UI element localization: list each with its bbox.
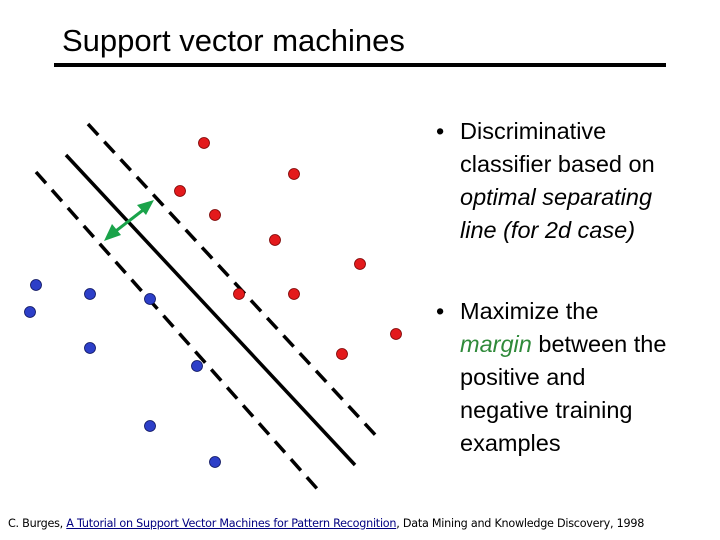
bullet-text: Maximize the margin between the positive a… — [460, 295, 666, 460]
bullet-line: line (for 2d case) — [460, 214, 655, 247]
citation: C. Burges, A Tutorial on Support Vector … — [8, 517, 644, 530]
negative-example-point — [30, 279, 42, 291]
positive-example-point — [209, 209, 221, 221]
margin-arrow-head — [104, 224, 121, 241]
bullet-marker: • — [436, 118, 445, 144]
citation-source: , Data Mining and Knowledge Discovery, 1… — [396, 517, 645, 530]
bullet-line: Maximize the — [460, 295, 666, 328]
bullet-line: margin between the — [460, 328, 666, 361]
negative-example-point — [144, 293, 156, 305]
positive-example-point — [269, 234, 281, 246]
bullet-line: Discriminative — [460, 115, 655, 148]
bullet-line: negative training — [460, 394, 666, 427]
positive-example-point — [354, 258, 366, 270]
separating-line — [64, 153, 357, 467]
bullet-text-segment: examples — [460, 430, 561, 456]
margin-arrow-head — [137, 200, 154, 215]
bullet-marker: • — [436, 298, 445, 324]
bullet-line: classifier based on — [460, 148, 655, 181]
positive-example-point — [198, 137, 210, 149]
bullet-text-segment: line (for 2d case) — [460, 217, 636, 243]
negative-example-point — [84, 342, 96, 354]
positive-example-point — [174, 185, 186, 197]
bullet-text: Discriminative classifier based on optimal… — [460, 115, 655, 247]
negative-example-point — [24, 306, 36, 318]
bullet-text-segment: classifier based on — [460, 151, 655, 177]
positive-example-point — [390, 328, 402, 340]
citation-link[interactable]: A Tutorial on Support Vector Machines fo… — [66, 517, 397, 530]
title-underline — [54, 63, 666, 67]
positive-example-point — [288, 168, 300, 180]
bullet-text-segment: Maximize the — [460, 298, 599, 324]
positive-example-point — [336, 348, 348, 360]
bullet-line: positive and — [460, 361, 666, 394]
bullet-text-segment: positive and — [460, 364, 586, 390]
negative-example-point — [209, 456, 221, 468]
bullet-text-segment: negative training — [460, 397, 633, 423]
negative-example-point — [144, 420, 156, 432]
positive-example-point — [233, 288, 245, 300]
bullet-text-segment: margin — [460, 331, 532, 357]
bullet-line: optimal separating — [460, 181, 655, 214]
bullet-text-segment: optimal separating — [460, 184, 653, 210]
bullet-text-segment: between the — [531, 331, 667, 357]
positive-example-point — [288, 288, 300, 300]
bullet-text-segment: Discriminative — [460, 118, 607, 144]
citation-author: C. Burges, — [8, 517, 67, 530]
negative-example-point — [191, 360, 203, 372]
negative-example-point — [84, 288, 96, 300]
bullet-line: examples — [460, 427, 666, 460]
margin-arrow-shaft — [111, 205, 148, 236]
slide-title: Support vector machines — [62, 23, 405, 58]
